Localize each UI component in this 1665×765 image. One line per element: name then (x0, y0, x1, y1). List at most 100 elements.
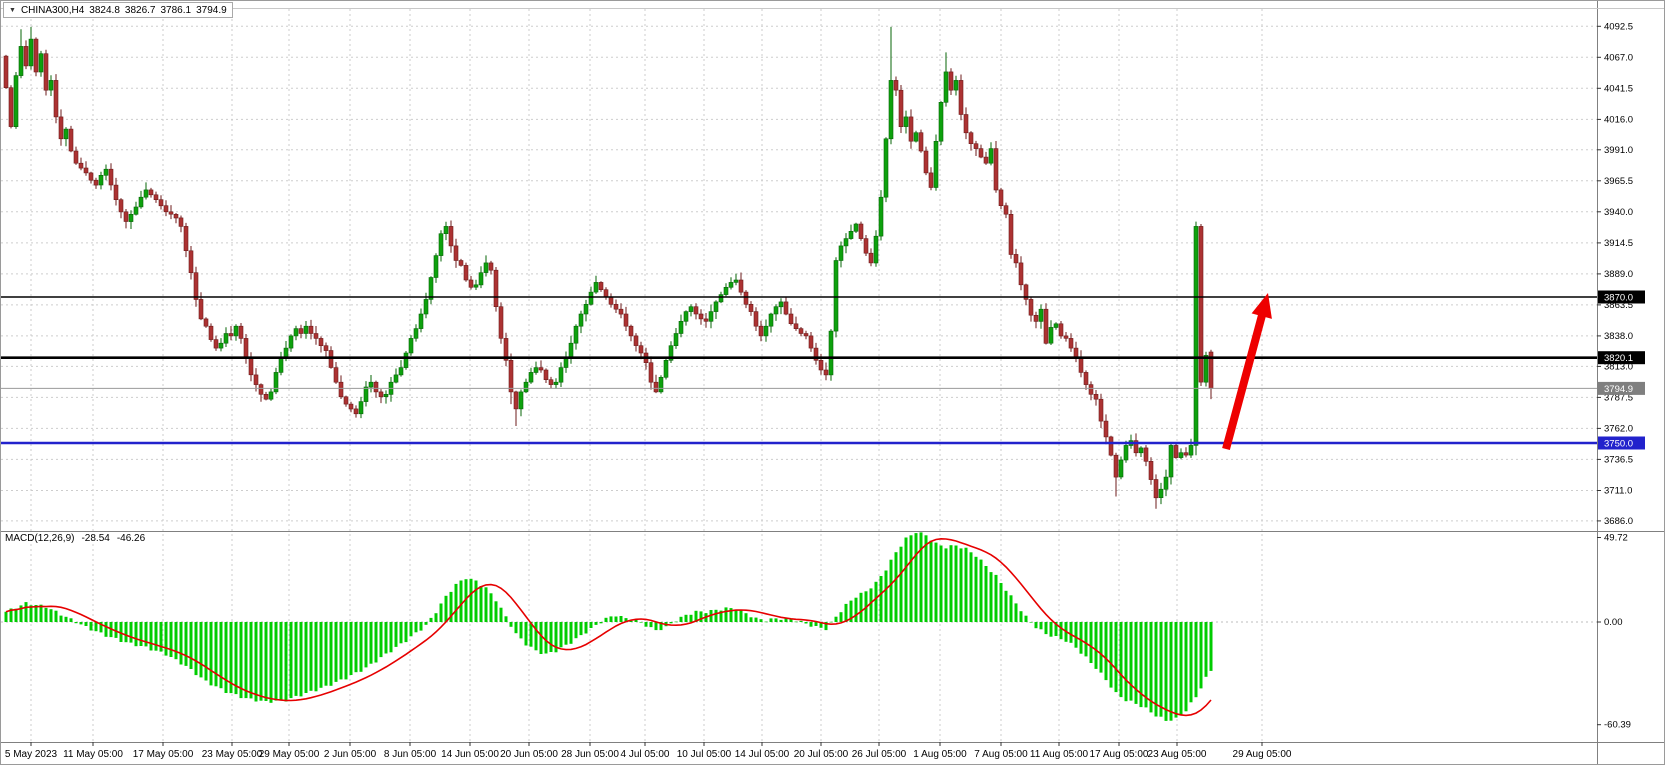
candle-body (723, 286, 729, 295)
candle-body (793, 323, 799, 329)
candle-body (748, 303, 754, 312)
trend-arrow-head[interactable] (1251, 293, 1272, 319)
candle-body (538, 367, 544, 371)
candle-body (218, 342, 224, 349)
candle-body (33, 38, 39, 73)
macd-bar (954, 545, 958, 622)
macd-bar (909, 535, 913, 622)
trend-arrow-shaft[interactable] (1222, 309, 1268, 451)
candle-body (1198, 226, 1204, 383)
macd-bar (114, 622, 118, 638)
macd-bar (449, 591, 453, 622)
macd-bar (1139, 622, 1143, 708)
macd-bar (414, 622, 418, 633)
candle-body (418, 313, 424, 329)
main-chart-area[interactable] (0, 9, 1597, 531)
macd-bar (874, 581, 878, 622)
candle-body (1103, 420, 1109, 438)
candle-body (583, 303, 589, 315)
chart-dropdown-icon[interactable]: ▼ (9, 6, 16, 14)
candle-body (108, 168, 114, 186)
macd-bar (1029, 622, 1033, 623)
candle-body (528, 372, 534, 383)
candle-body (1108, 436, 1114, 456)
macd-bar (939, 545, 943, 622)
macd-bar (744, 613, 748, 622)
candle-body (43, 53, 49, 91)
macd-bar (674, 621, 678, 623)
macd-bar (574, 622, 578, 639)
time-axis-area[interactable] (0, 742, 1597, 765)
candle-body (363, 386, 369, 402)
candle-body (353, 408, 359, 415)
candle-body (668, 345, 674, 361)
macd-bar (1094, 622, 1098, 669)
macd-bar (4, 611, 8, 622)
macd-bar (139, 622, 143, 646)
macd-bar (1114, 622, 1118, 693)
macd-bar (919, 532, 923, 622)
macd-bar (829, 621, 833, 623)
macd-bar (639, 622, 643, 623)
macd-bar (289, 622, 293, 699)
candle-body (263, 393, 269, 400)
macd-bar (1074, 622, 1078, 648)
macd-bar (794, 621, 798, 623)
macd-bar (274, 622, 278, 701)
price-tick-label: 3889.0 (1604, 269, 1633, 280)
macd-bar (509, 622, 513, 627)
price-tick-label: 3838.0 (1604, 331, 1633, 342)
candle-body (693, 306, 699, 315)
candle-body (3, 55, 9, 88)
candle-body (533, 367, 539, 373)
macd-bar (1009, 595, 1013, 622)
price-tick-label: 3686.0 (1604, 516, 1633, 527)
macd-bar (1014, 603, 1018, 622)
candle-body (508, 359, 514, 393)
price-tick-label: 3914.5 (1604, 238, 1633, 249)
macd-bar (434, 613, 438, 622)
macd-bar (244, 622, 248, 699)
macd-bar (359, 622, 363, 672)
ohlc-close: 3794.9 (196, 4, 227, 16)
candle-body (478, 272, 484, 286)
candle-body (113, 184, 119, 201)
candle-body (18, 46, 24, 76)
candle-body (48, 80, 54, 91)
candle-body (1188, 445, 1194, 456)
macd-bar (719, 610, 723, 622)
macd-bar (519, 622, 523, 639)
symbol-header[interactable]: ▼ CHINA300,H4 3824.8 3826.7 3786.1 3794.… (3, 2, 233, 18)
macd-bar (39, 604, 43, 622)
candle-body (103, 168, 109, 176)
candle-body (128, 214, 134, 222)
candle-body (858, 223, 864, 239)
macd-bar (739, 610, 743, 622)
macd-bar (104, 622, 108, 637)
macd-bar (649, 622, 653, 628)
macd-bar (184, 622, 188, 666)
candle-body (123, 211, 129, 222)
price-tick-label: 4092.5 (1604, 21, 1633, 32)
candle-body (313, 333, 319, 339)
candle-body (743, 291, 749, 305)
macd-bar (1164, 622, 1168, 721)
macd-bar (14, 608, 18, 622)
macd-bar (64, 616, 68, 622)
macd-bar (684, 614, 688, 622)
macd-bar (644, 622, 648, 627)
candle-body (188, 250, 194, 274)
candle-body (268, 391, 274, 400)
macd-bar (869, 588, 873, 622)
macd-bar (294, 622, 298, 696)
macd-bar (314, 622, 318, 692)
macd-bar (1049, 622, 1053, 637)
time-label: 1 Aug 05:00 (913, 749, 967, 760)
time-label: 20 Jul 05:00 (794, 749, 849, 760)
candle-body (58, 116, 64, 140)
macd-bar (279, 622, 283, 700)
candle-body (548, 379, 554, 385)
candle-body (558, 367, 564, 383)
macd-panel-area[interactable] (0, 531, 1597, 742)
candle-body (993, 148, 999, 191)
